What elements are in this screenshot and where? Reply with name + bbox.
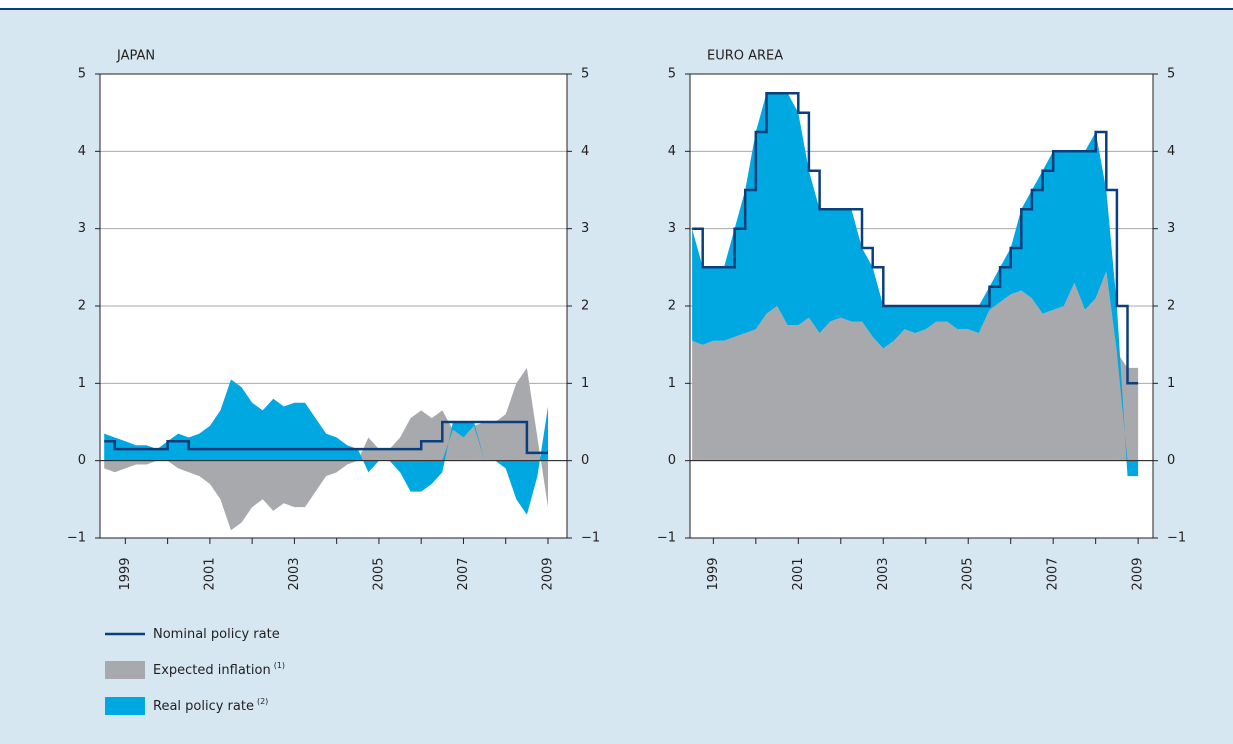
y2-tick-label: 1 [581,376,589,391]
y2-tick-label: −1 [1167,531,1186,546]
x-tick-label: 1999 [118,557,133,590]
y-tick-label: 4 [668,144,676,159]
y2-tick-label: 4 [1167,144,1175,159]
legend-footnote: (2) [257,697,268,706]
y-tick-label: 5 [78,67,86,82]
y2-tick-label: 4 [581,144,589,159]
area [104,379,548,515]
area [692,93,1139,477]
legend-label: Nominal policy rate [153,627,280,642]
x-tick-label: 2005 [371,557,386,590]
plot-frame [689,73,1154,539]
x-tick-label: 2001 [791,557,806,590]
x-tick-label: 2001 [202,557,217,590]
y-tick-label: 1 [668,376,676,391]
legend-swatch [105,661,145,679]
x-tick-label: 2007 [456,557,471,590]
y2-tick-label: 2 [1167,299,1175,314]
legend-footnote: (1) [274,661,285,670]
x-tick-label: 2009 [1131,557,1146,590]
line [104,420,548,455]
y2-tick-label: 5 [1167,67,1175,82]
panel-title: JAPAN [116,49,155,64]
y2-tick-label: 0 [1167,453,1175,468]
x-tick-label: 1999 [706,557,721,590]
line [692,92,1139,385]
legend-name: Real policy rate [153,699,254,714]
y-tick-label: −1 [67,531,86,546]
y-tick-label: −1 [657,531,676,546]
y2-tick-label: 3 [1167,221,1175,236]
x-tick-label: 2005 [961,557,976,590]
y-tick-label: 3 [668,221,676,236]
y2-tick-label: 2 [581,299,589,314]
y-tick-label: 2 [78,299,86,314]
panel-title: EURO AREA [707,49,783,64]
y-tick-label: 5 [668,67,676,82]
y-tick-label: 3 [78,221,86,236]
x-tick-label: 2009 [540,557,555,590]
legend-name: Nominal policy rate [153,627,280,642]
y2-tick-label: 5 [581,67,589,82]
y2-tick-label: 1 [1167,376,1175,391]
x-tick-label: 2007 [1046,557,1061,590]
area [692,271,1139,461]
y-tick-label: 2 [668,299,676,314]
x-tick-label: 2003 [287,557,302,590]
y-tick-label: 0 [78,453,86,468]
y-tick-label: 1 [78,376,86,391]
y-tick-label: 4 [78,144,86,159]
legend-swatch [105,697,145,715]
legend-label: Real policy rate (2) [153,697,268,714]
legend-label: Expected inflation (1) [153,661,285,678]
x-tick-label: 2003 [876,557,891,590]
plot-frame [99,73,568,539]
top-strip [0,0,1233,9]
y2-tick-label: 3 [581,221,589,236]
y-tick-label: 0 [668,453,676,468]
y2-tick-label: −1 [581,531,600,546]
legend-name: Expected inflation [153,663,271,678]
area [104,367,548,531]
y2-tick-label: 0 [581,453,589,468]
